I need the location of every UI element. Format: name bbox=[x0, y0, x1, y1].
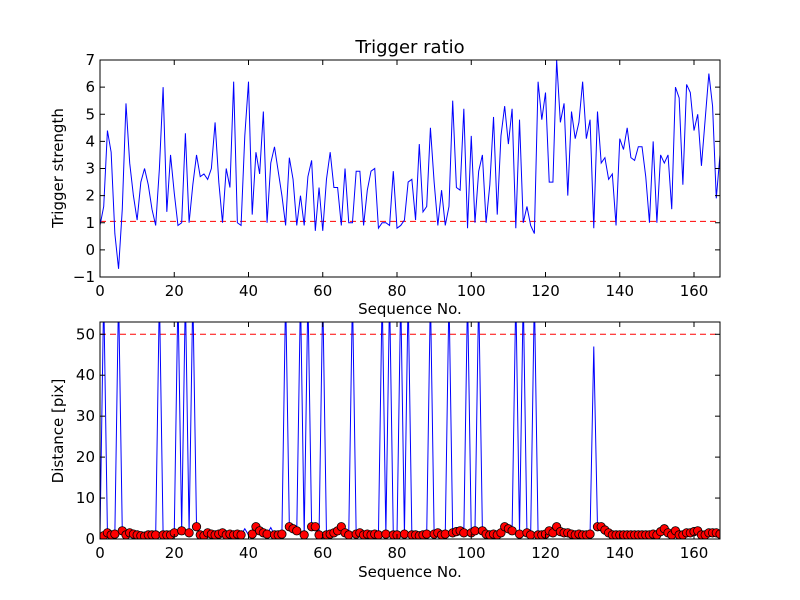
data-point bbox=[310, 522, 320, 532]
x-tick-label: 80 bbox=[387, 282, 406, 300]
plot-area bbox=[100, 60, 720, 269]
x-axis-label: Sequence No. bbox=[358, 563, 462, 581]
y-tick-label: 20 bbox=[76, 448, 95, 466]
series-line bbox=[100, 60, 720, 269]
x-tick-label: 0 bbox=[95, 282, 105, 300]
series-layer bbox=[100, 60, 720, 269]
x-tick-label: 40 bbox=[239, 544, 258, 562]
x-tick-label: 40 bbox=[239, 282, 258, 300]
x-tick-label: 140 bbox=[605, 544, 634, 562]
data-point bbox=[184, 528, 194, 538]
x-tick-label: 120 bbox=[531, 282, 560, 300]
y-tick-label: 40 bbox=[76, 366, 95, 384]
x-tick-label: 60 bbox=[313, 544, 332, 562]
y-tick-label: 30 bbox=[76, 407, 95, 425]
x-tick-label: 140 bbox=[605, 282, 634, 300]
data-point bbox=[514, 529, 525, 539]
x-tick-label: 120 bbox=[531, 544, 560, 562]
data-point bbox=[299, 530, 309, 539]
y-tick-label: 2 bbox=[85, 187, 95, 205]
y-tick-label: 50 bbox=[76, 325, 95, 343]
y-tick-label: 10 bbox=[76, 489, 95, 507]
data-point bbox=[292, 526, 302, 536]
data-point bbox=[585, 529, 595, 539]
x-tick-label: 20 bbox=[165, 282, 184, 300]
plot-frame bbox=[99, 59, 721, 278]
x-axis-label: Sequence No. bbox=[358, 300, 462, 318]
distance-chart: 0 20 40 60 80 100 120 140 160 0 10 20 30 40 50 Sequenc… bbox=[49, 321, 721, 581]
y-axis-label: Distance [pix] bbox=[49, 379, 67, 484]
x-tick-label: 80 bbox=[387, 544, 406, 562]
data-point bbox=[191, 522, 202, 532]
x-tick-label: 160 bbox=[680, 544, 709, 562]
x-tick-label: 20 bbox=[165, 544, 184, 562]
y-tick-label: −1 bbox=[73, 268, 95, 286]
data-point bbox=[236, 530, 246, 539]
y-axis-label: Trigger strength bbox=[49, 108, 67, 229]
y-tick-label: 4 bbox=[85, 132, 95, 150]
y-tick-label: 5 bbox=[85, 105, 95, 123]
x-tick-label: 160 bbox=[680, 282, 709, 300]
y-tick-label: 6 bbox=[85, 78, 95, 96]
plot-frame bbox=[99, 321, 721, 540]
series-layer bbox=[100, 322, 720, 539]
y-tick-label: 1 bbox=[85, 214, 95, 232]
tick-layer: 0 20 40 60 80 100 120 140 160 0 10 20 30 40 50 bbox=[76, 322, 720, 562]
x-tick-label: 100 bbox=[457, 544, 486, 562]
y-tick-label: 7 bbox=[85, 51, 95, 69]
y-tick-label: 3 bbox=[85, 160, 95, 178]
chart-title: Trigger ratio bbox=[354, 37, 464, 58]
trigger-ratio-chart: Trigger ratio 0 20 40 60 80 100 120 140 160−1012… bbox=[49, 37, 721, 318]
data-point bbox=[440, 529, 450, 539]
x-tick-label: 60 bbox=[313, 282, 332, 300]
y-tick-label: 0 bbox=[85, 241, 95, 259]
y-tick-label: 0 bbox=[85, 530, 95, 548]
plot-area bbox=[100, 322, 720, 539]
data-point bbox=[277, 529, 287, 539]
x-tick-label: 100 bbox=[457, 282, 486, 300]
x-tick-label: 0 bbox=[95, 544, 105, 562]
